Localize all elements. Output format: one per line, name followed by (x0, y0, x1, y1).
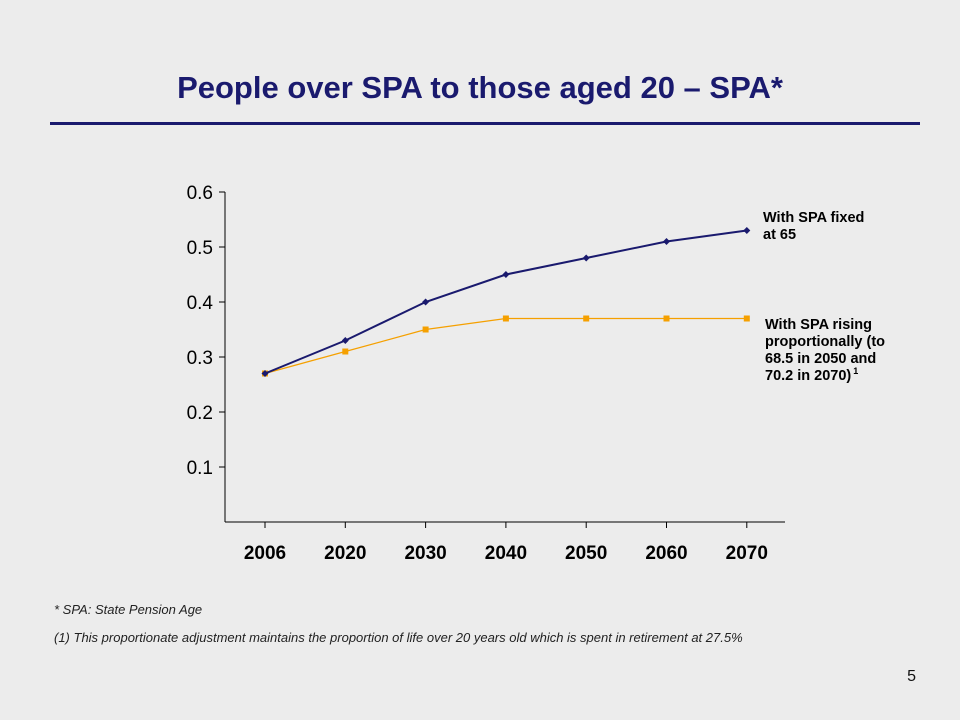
x-tick-label: 2060 (645, 543, 687, 564)
x-tick-label: 2070 (726, 543, 768, 564)
y-tick-label: 0.4 (187, 293, 214, 314)
data-point-spa-rising (422, 326, 429, 333)
data-point-spa-fixed (502, 271, 510, 278)
data-point-spa-fixed (341, 337, 349, 344)
series-label-spa-fixed: With SPA fixed at 65 (763, 210, 864, 243)
data-point-spa-rising (663, 315, 670, 322)
y-tick-label: 0.5 (187, 238, 213, 259)
x-tick-label: 2030 (404, 543, 446, 564)
footnote-spa-definition: * SPA: State Pension Age (54, 602, 203, 617)
data-point-spa-rising (743, 315, 750, 322)
series-label-spa-rising: With SPA rising proportionally (to 68.5 in… (765, 317, 885, 384)
title-divider (50, 122, 920, 125)
x-tick-label: 2050 (565, 543, 607, 564)
y-tick-label: 0.6 (187, 183, 213, 204)
data-point-spa-fixed (422, 298, 430, 306)
data-point-spa-fixed (663, 238, 670, 245)
slide-title: People over SPA to those aged 20 – SPA* (177, 70, 783, 105)
x-tick-label: 2006 (244, 543, 286, 564)
y-tick-label: 0.2 (187, 403, 213, 424)
x-tick-label: 2040 (485, 543, 527, 564)
data-point-spa-fixed (743, 227, 751, 234)
data-point-spa-rising (583, 315, 590, 322)
x-tick-label: 2020 (324, 543, 366, 564)
page-number: 5 (907, 668, 916, 685)
data-point-spa-rising (502, 315, 509, 322)
series-line-spa-rising (264, 317, 747, 375)
data-point-spa-fixed (582, 254, 590, 262)
data-point-spa-rising (342, 348, 349, 355)
y-tick-label: 0.1 (187, 458, 213, 479)
series-line-spa-fixed (264, 229, 747, 375)
y-tick-label: 0.3 (187, 348, 213, 369)
data-point-spa-fixed (261, 370, 269, 377)
footnote-proportionate-adjustment: (1) This proportionate adjustment mainta… (54, 630, 743, 645)
